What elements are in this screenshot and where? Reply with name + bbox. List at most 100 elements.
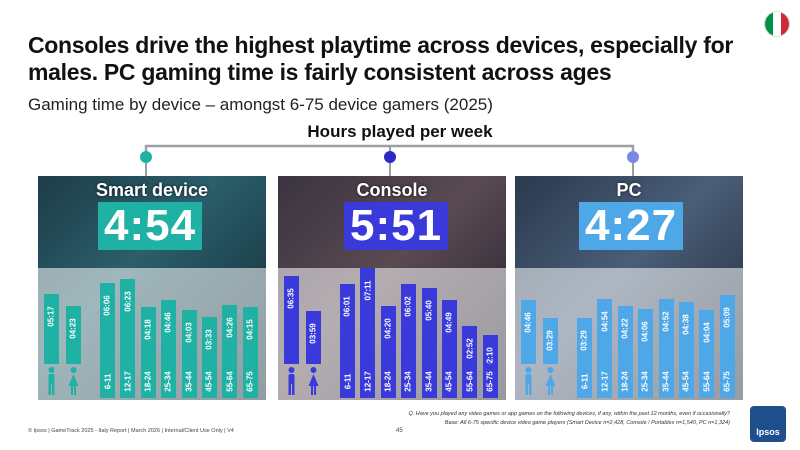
category-label: 45-54 xyxy=(679,364,694,398)
smart-device-panel: Smart device 4:54 05:17 04:23 06:06 6-11 06:23… xyxy=(38,176,266,400)
pc-bar: 04:38 xyxy=(679,302,694,364)
data-label: 05:40 xyxy=(424,300,434,322)
data-label: 03:33 xyxy=(205,328,214,350)
pc-bar: 04:06 xyxy=(638,309,654,364)
base-text: Base: All 6-75 specific device video gam… xyxy=(444,420,730,426)
smart-device-bar: 06:06 xyxy=(100,282,115,364)
pc-panel: PC 4:27 04:46 03:29 03:29 6-11 04:54 12-17 04:22… xyxy=(515,176,743,400)
data-label: 04:15 xyxy=(245,319,255,341)
male-icon xyxy=(48,367,55,395)
page-number: 45 xyxy=(396,428,403,434)
console-bar: 03:59 xyxy=(306,310,321,364)
pc-bar: 04:22 xyxy=(617,305,633,364)
category-label: 65-75 xyxy=(482,364,498,398)
category-label: 65-75 xyxy=(242,364,258,398)
data-label: 04:38 xyxy=(682,314,691,336)
category-label: 55-64 xyxy=(222,364,238,398)
data-label: 04:54 xyxy=(600,310,610,332)
pc-bar: 04:04 xyxy=(699,309,715,364)
console-title: Console xyxy=(356,180,428,200)
category-label: 65-75 xyxy=(719,364,735,398)
pc-bar: 04:46 xyxy=(521,300,536,364)
console-total-hours: 5:51 xyxy=(344,201,449,250)
data-label: 07:11 xyxy=(363,280,373,301)
smart-device-bar: 04:03 xyxy=(181,310,197,364)
pc-total-hours: 4:27 xyxy=(579,201,684,250)
data-label: 04:46 xyxy=(164,312,174,334)
category-label: 45-54 xyxy=(442,364,457,398)
smart-device-bar: 04:18 xyxy=(140,306,156,364)
category-label: 55-64 xyxy=(699,364,715,398)
data-label: 04:03 xyxy=(184,322,194,343)
question-note: Q. Have you played any video games or ap… xyxy=(310,410,730,428)
data-label: 06:06 xyxy=(103,294,112,316)
smart-device-bar: 04:26 xyxy=(222,304,238,364)
category-label: 45-54 xyxy=(202,364,217,398)
smart-device-bar: 06:23 xyxy=(120,278,136,364)
console-bar: 04:20 xyxy=(380,306,396,364)
flag-white-stripe xyxy=(773,12,781,36)
female-icon xyxy=(68,367,79,395)
console-bar: 06:35 xyxy=(284,276,299,364)
console-panel: Console 5:51 06:35 03:59 06:01 6-11 07:11 12-17… xyxy=(278,176,506,400)
category-label: 25-34 xyxy=(401,364,417,398)
data-label: 06:23 xyxy=(123,291,133,312)
data-label: 04:49 xyxy=(445,312,454,333)
category-label: 25-34 xyxy=(638,364,654,398)
smart-device-title: Smart device xyxy=(95,180,209,200)
male-icon xyxy=(525,367,532,395)
category-label: 6-11 xyxy=(340,364,355,398)
category-label: 35-44 xyxy=(421,364,437,398)
console-bar: 07:11 xyxy=(360,268,376,364)
console-bar: 06:01 xyxy=(340,283,355,364)
category-label: 6-11 xyxy=(577,364,592,398)
female-icon xyxy=(545,367,556,395)
question-text: Q. Have you played any video games or ap… xyxy=(408,411,730,417)
data-label: 04:04 xyxy=(702,322,712,343)
data-label: 04:46 xyxy=(524,312,533,334)
smart-device-bar: 03:33 xyxy=(202,316,217,364)
category-label: 6-11 xyxy=(100,364,115,398)
data-label: 04:52 xyxy=(661,311,671,332)
smart-device-total-hours: 4:54 xyxy=(98,201,203,250)
category-label: 12-17 xyxy=(120,364,136,398)
data-label: 05:17 xyxy=(47,305,56,327)
data-label: 06:01 xyxy=(343,296,352,317)
data-label: 04:18 xyxy=(143,318,153,340)
category-label: 12-17 xyxy=(597,364,613,398)
data-label: 04:23 xyxy=(69,317,78,339)
data-label: 03:29 xyxy=(580,329,589,351)
smart-device-bar: 04:46 xyxy=(161,300,177,364)
category-label: 35-44 xyxy=(658,364,674,398)
console-bar: 06:02 xyxy=(401,283,417,364)
console-bar: 02:52 xyxy=(462,325,478,364)
data-label: 04:22 xyxy=(620,318,630,339)
smart-device-bar: 04:23 xyxy=(66,305,81,364)
category-label: 35-44 xyxy=(181,364,197,398)
data-label: 02:52 xyxy=(465,338,475,359)
pc-bar: 04:54 xyxy=(597,298,613,364)
data-label: 04:26 xyxy=(225,317,235,338)
console-bar: 05:40 xyxy=(421,288,437,364)
category-label: 18-24 xyxy=(380,364,396,398)
female-icon xyxy=(308,367,319,395)
subtitle: Gaming time by device – amongst 6-75 dev… xyxy=(28,95,493,114)
flag-red-stripe xyxy=(781,12,789,36)
category-label: 18-24 xyxy=(140,364,156,398)
smart-device-bar: 04:15 xyxy=(242,307,258,364)
pc-bar: 05:09 xyxy=(719,295,735,364)
pc-bar: 04:52 xyxy=(658,299,674,364)
data-label: 04:20 xyxy=(383,318,393,340)
data-label: 03:59 xyxy=(309,323,318,344)
console-bar: 02:10 xyxy=(482,335,498,368)
pc-title: PC xyxy=(616,180,642,200)
headline: Consoles drive the highest playtime acro… xyxy=(28,32,733,85)
data-label: 06:02 xyxy=(404,295,414,317)
data-label: 05:09 xyxy=(722,307,732,329)
category-label: 18-24 xyxy=(617,364,633,398)
data-label: 03:29 xyxy=(546,329,555,351)
category-label: 25-34 xyxy=(161,364,177,398)
ipsos-logo: Ipsos xyxy=(750,406,786,442)
pc-bar: 03:29 xyxy=(577,317,592,364)
console-bar: 04:49 xyxy=(442,299,457,364)
